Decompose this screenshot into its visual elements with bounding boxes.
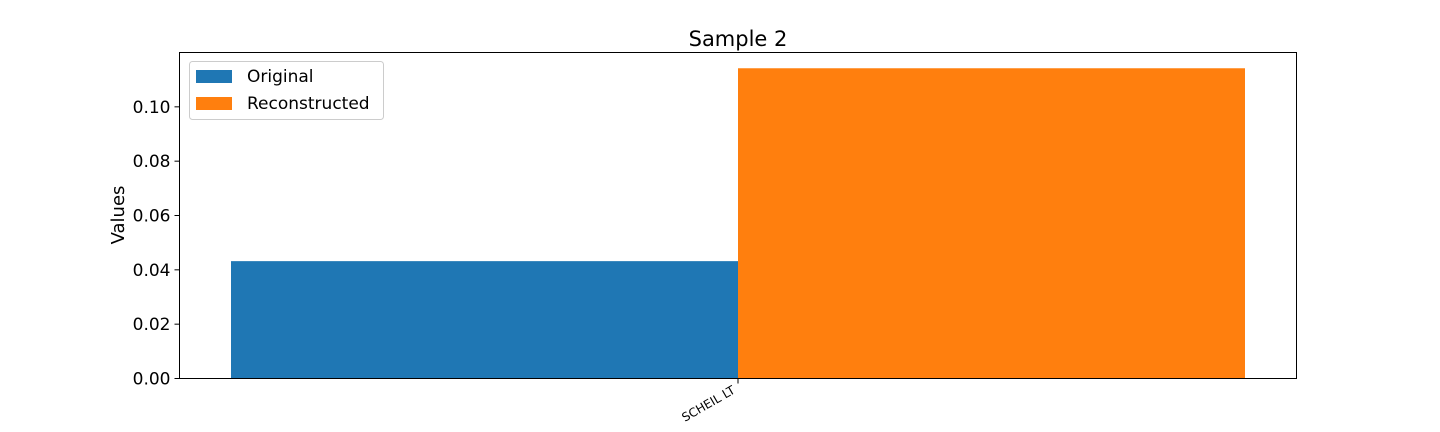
x-axis-ticks: SCHEIL LT [679,378,739,425]
y-tick-label: 0.08 [133,152,171,172]
legend-label-original: Original [247,67,314,87]
bar-reconstructed-0 [738,68,1245,379]
y-tick-label: 0.00 [133,370,171,390]
x-tick-label: SCHEIL LT [679,383,738,425]
legend: Original Reconstructed [189,61,384,120]
y-axis-label: Values [108,186,129,245]
legend-swatch-reconstructed [196,97,232,110]
legend-swatch-original [196,70,232,83]
y-tick-label: 0.06 [133,207,171,227]
legend-box [189,61,384,120]
y-tick-label: 0.02 [133,315,171,335]
chart-title: Sample 2 [689,27,788,51]
bars-group [231,68,1245,379]
legend-label-reconstructed: Reconstructed [247,94,370,114]
y-axis-ticks: 0.00 0.02 0.04 0.06 0.08 0.10 [133,98,180,390]
y-tick-label: 0.04 [133,261,171,281]
y-tick-label: 0.10 [133,98,171,118]
bar-original-0 [231,261,738,379]
plot-area-frame [179,52,1297,379]
